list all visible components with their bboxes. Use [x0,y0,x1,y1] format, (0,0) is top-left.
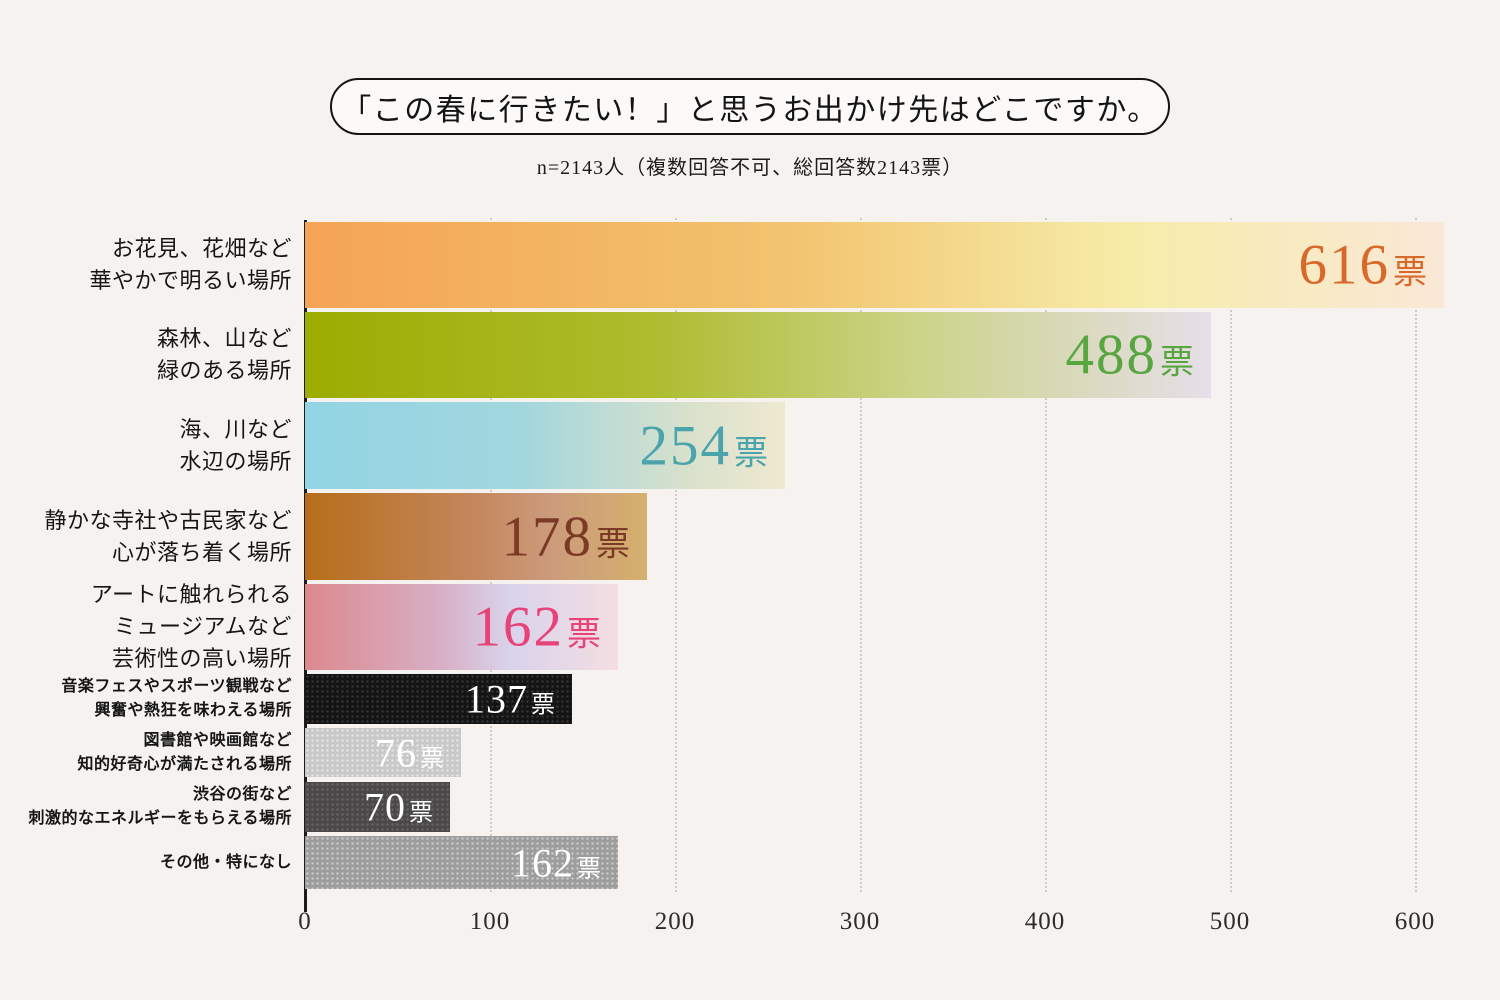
x-tick-label-500: 500 [1209,908,1251,935]
value-unit: 票 [567,616,601,654]
bar-4: 178 票 [305,493,647,580]
category-label-3: 海、川など水辺の場所 [22,402,292,489]
bar-row-3: 海、川など水辺の場所 254 票 [179,402,1470,489]
category-label-line: 華やかで明るい場所 [89,268,292,293]
x-gridline-500 [1230,218,1232,892]
bar-row-2: 森林、山など 緑のある場所 488 票 [157,312,1470,398]
bar-row-8: 渋谷の街など刺激的なエネルギーをもらえる場所 70 票 [28,782,1470,832]
x-gridline-600 [1415,218,1417,892]
category-label-line: 興奮や熱狂を味わえる場所 [94,702,292,719]
bar-8: 70 票 [305,782,450,832]
value-number: 616 [1298,233,1390,297]
page-title: 「この春に行きたい！」と思うお出かけ先はどこですか。 [341,93,1159,127]
value-label-9: 162 票 [511,839,601,886]
category-label-line: 水辺の場所 [179,448,292,474]
bar-7: 76 票 [305,728,461,777]
value-label-1: 616 票 [1299,233,1428,298]
bar-row-9: その他・特になし 162 票 [160,836,1470,889]
category-label-line: 緑のある場所 [156,358,292,383]
category-label-line: 刺激的なエネルギーをもらえる場所 [28,810,292,827]
value-unit: 票 [577,856,601,882]
category-label-line: 森林、山など [156,326,292,352]
value-number: 162 [472,595,564,659]
value-number: 178 [501,505,593,568]
category-label-line: 芸術性の高い場所 [111,645,292,671]
x-tick-label-400: 400 [1024,908,1066,935]
category-label-line: 音楽フェスやスポーツ観戦など [61,678,292,695]
value-unit: 票 [734,435,768,472]
category-label-line: 静かな寺社や古民家など [44,507,292,533]
value-unit: 票 [1160,344,1194,382]
bar-6: 137 票 [305,674,572,724]
chart-plot-area: 0 100 200 300 400 500 600 お花見、花畑など 華やかで明るい場所 616 票… [28,218,1470,958]
title-pill: 「この春に行きたい！」と思うお出かけ先はどこですか。 [330,78,1170,135]
category-label-2: 森林、山など 緑のある場所 [22,312,292,398]
category-label-line: ミュージアムなど [113,614,292,640]
value-label-5: 162 票 [473,595,602,660]
x-tick-label-300: 300 [839,908,881,935]
value-number: 137 [465,676,528,722]
bar-5: 162 票 [305,584,618,670]
value-number: 162 [511,840,574,885]
x-tick-label-200: 200 [654,908,696,935]
category-label-5: アートに触れられるミュージアムなど 芸術性の高い場所 [22,582,292,671]
category-label-9: その他・特になし [22,836,292,889]
x-gridline-400 [1045,218,1047,892]
category-label-line: 知的好奇心が満たされる場所 [77,755,292,773]
x-tick-label-100: 100 [469,908,511,935]
x-tick-label-0: 0 [298,908,312,935]
bar-1: 616 票 [305,222,1444,308]
bar-row-1: お花見、花畑など華やかで明るい場所 616 票 [89,222,1470,308]
value-unit: 票 [531,692,555,719]
x-gridline-200 [675,218,677,892]
value-number: 70 [364,784,406,830]
category-label-line: 図書館や映画館など [143,731,292,749]
category-label-8: 渋谷の街など刺激的なエネルギーをもらえる場所 [22,782,292,832]
bar-2: 488 票 [305,312,1211,398]
sample-size-note: n=2143人（複数回答不可、総回答数2143票） [536,157,964,179]
bar-row-7: 図書館や映画館など知的好奇心が満たされる場所 76 票 [77,728,1470,777]
category-label-line: 渋谷の街など [192,786,292,803]
category-label-6: 音楽フェスやスポーツ観戦など興奮や熱狂を味わえる場所 [22,674,292,724]
value-label-2: 488 票 [1066,323,1195,388]
category-label-line: その他・特になし [159,853,292,871]
value-label-4: 178 票 [502,504,631,569]
value-unit: 票 [409,800,433,827]
value-label-3: 254 票 [640,413,769,478]
value-label-7: 76 票 [375,729,444,776]
category-label-4: 静かな寺社や古民家など心が落ち着く場所 [22,493,292,580]
value-number: 76 [375,730,417,775]
bar-9: 162 票 [305,836,618,889]
category-label-line: 心が落ち着く場所 [111,539,292,565]
bar-row-5: アートに触れられるミュージアムなど 芸術性の高い場所 162 票 [91,582,1470,671]
value-label-6: 137 票 [465,676,555,723]
bar-3: 254 票 [305,402,785,489]
value-unit: 票 [420,746,444,772]
bar-row-6: 音楽フェスやスポーツ観戦など興奮や熱狂を味わえる場所 137 票 [61,674,1470,724]
x-tick-label-600: 600 [1394,908,1436,935]
value-unit: 票 [1393,254,1427,292]
value-number: 254 [639,414,731,477]
bar-row-4: 静かな寺社や古民家など心が落ち着く場所 178 票 [44,493,1470,580]
value-label-8: 70 票 [364,784,433,831]
category-label-line: お花見、花畑など [111,236,292,262]
x-gridline-300 [860,218,862,892]
category-label-line: アートに触れられる [90,582,292,608]
value-unit: 票 [596,526,630,563]
category-label-1: お花見、花畑など華やかで明るい場所 [22,222,292,308]
category-label-line: 海、川など [179,416,292,442]
category-label-7: 図書館や映画館など知的好奇心が満たされる場所 [22,728,292,777]
value-number: 488 [1065,323,1157,387]
